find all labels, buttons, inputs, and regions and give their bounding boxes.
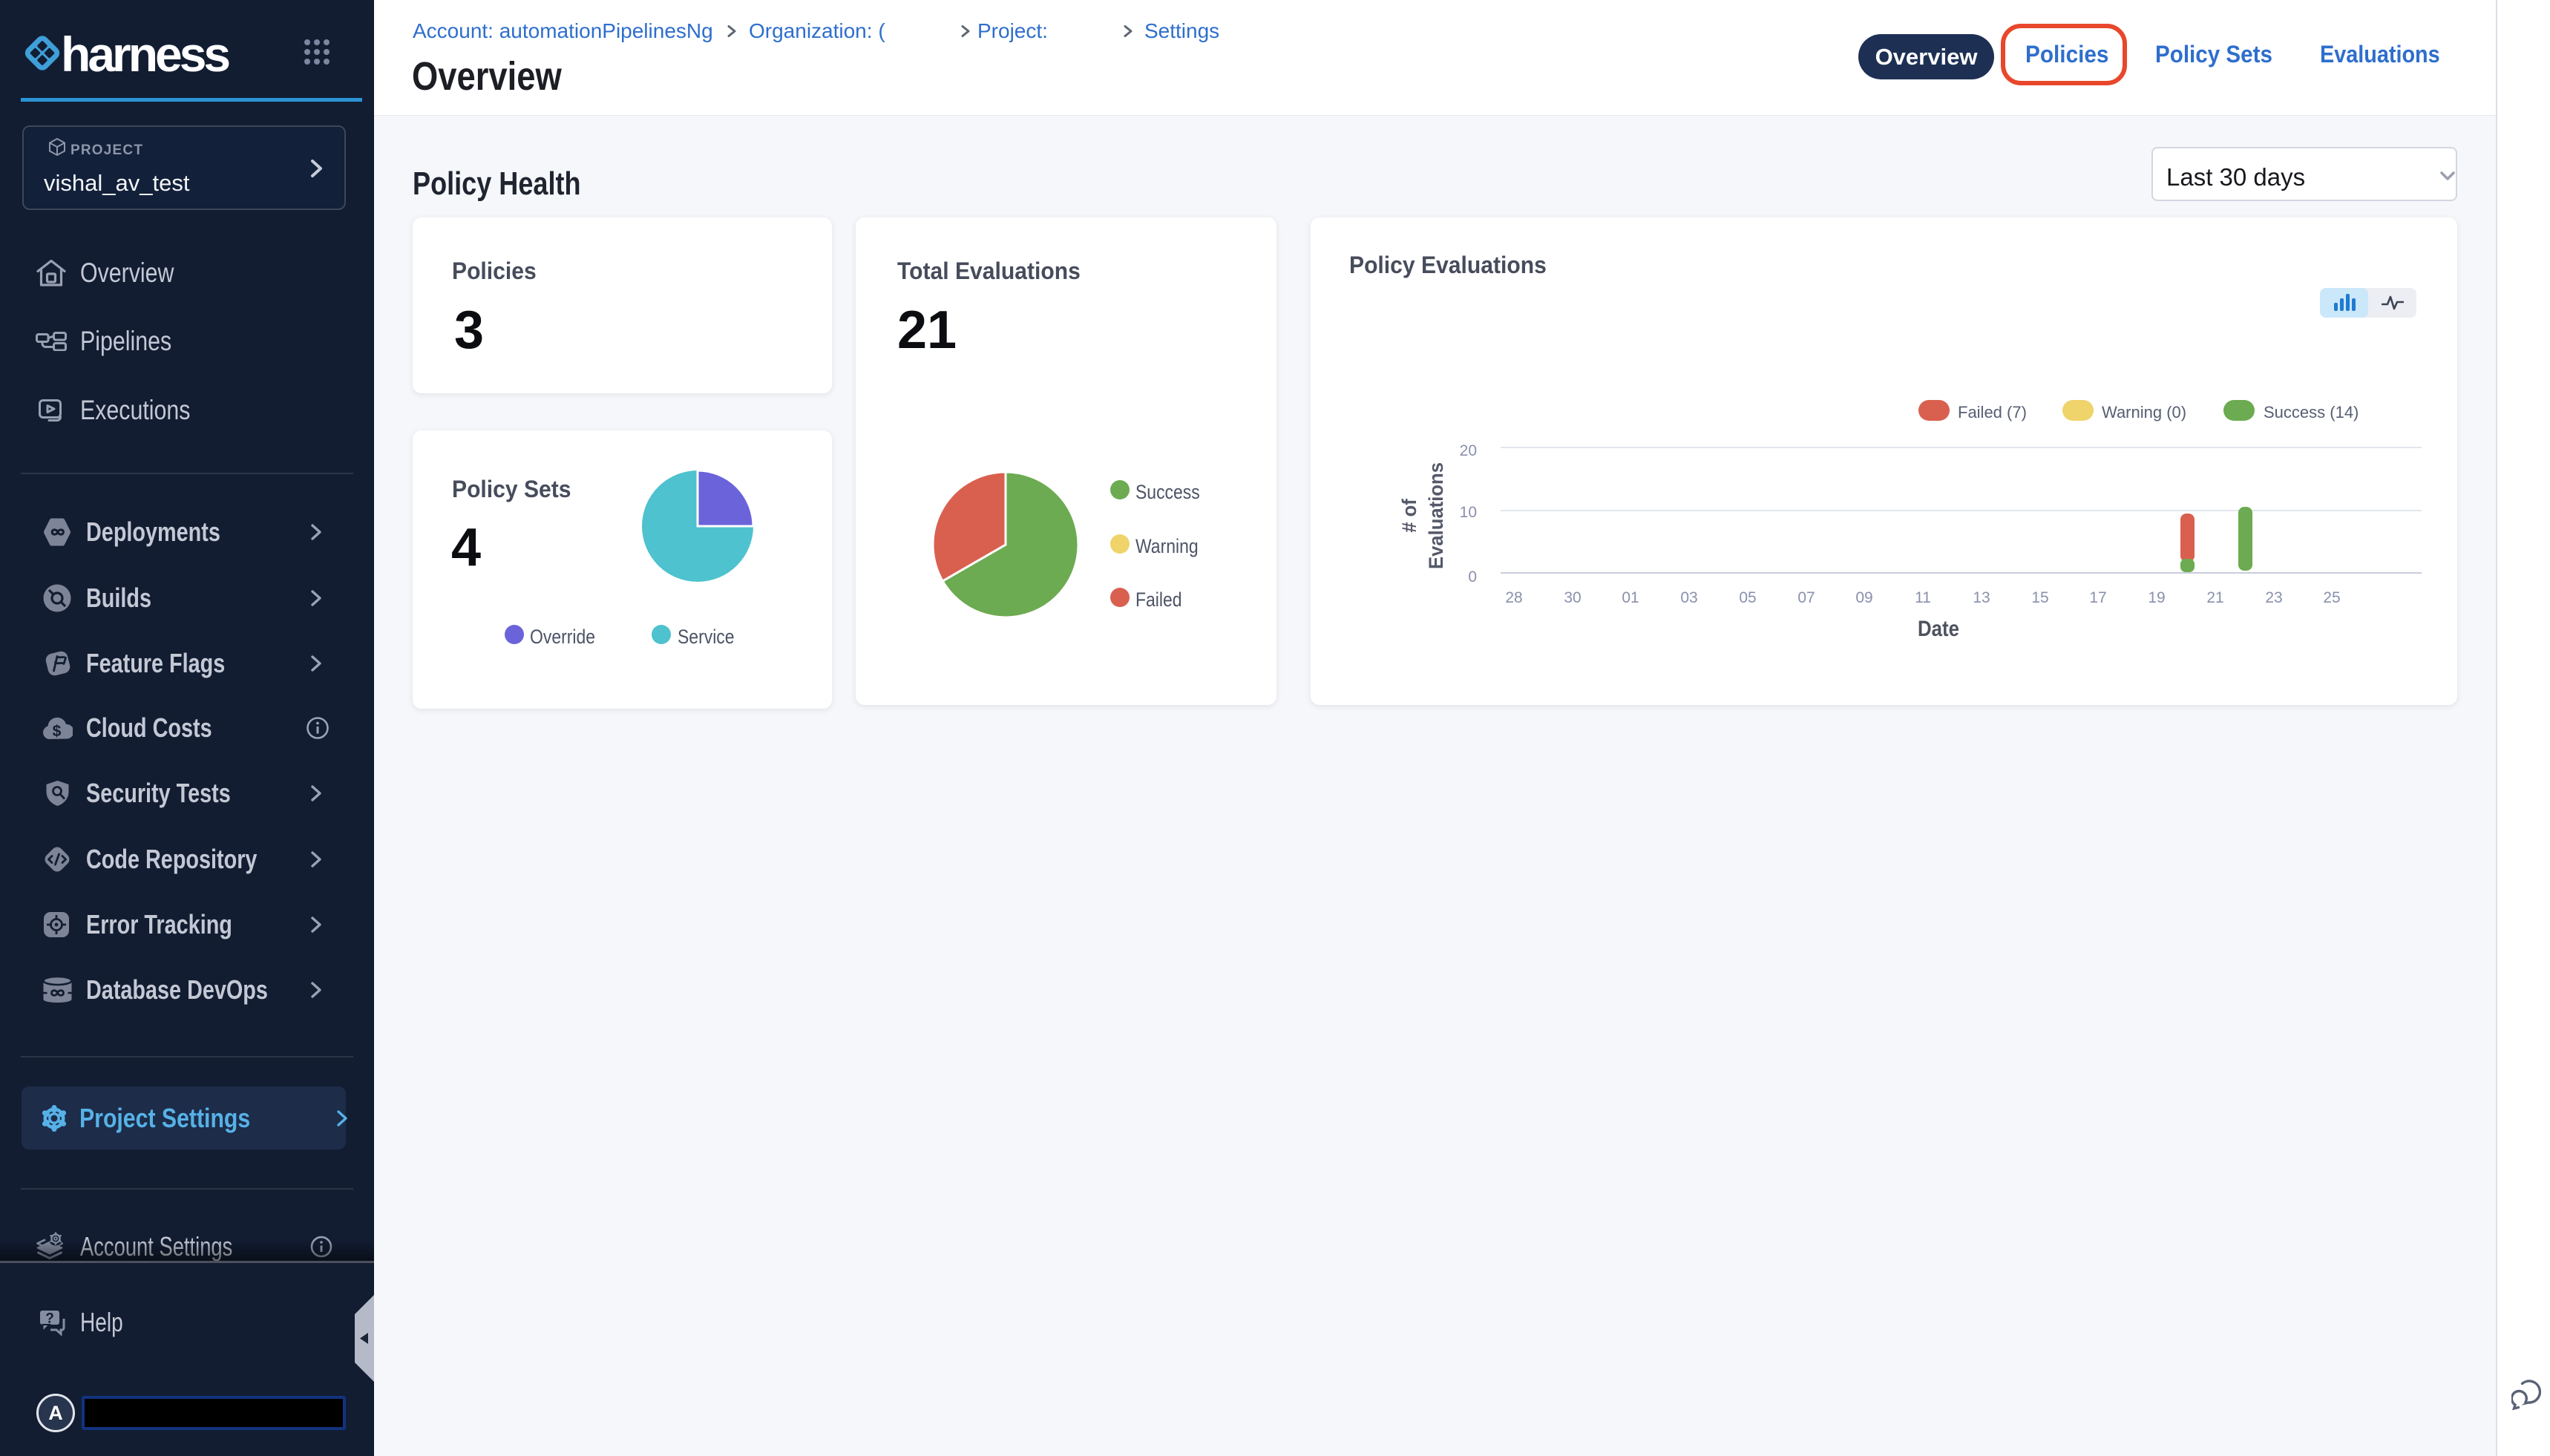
svg-text:Date: Date <box>1918 616 1959 640</box>
svg-text:05: 05 <box>1739 589 1756 606</box>
svg-text:17: 17 <box>2089 589 2106 606</box>
svg-text:21: 21 <box>2206 589 2223 606</box>
svg-text:30: 30 <box>1564 589 1581 606</box>
svg-text:20: 20 <box>1460 442 1477 459</box>
svg-text:15: 15 <box>2031 589 2048 606</box>
svg-text:# of: # of <box>1397 499 1420 533</box>
svg-text:0: 0 <box>1468 568 1477 586</box>
svg-text:01: 01 <box>1622 589 1639 606</box>
svg-text:10: 10 <box>1460 504 1477 521</box>
svg-text:19: 19 <box>2148 589 2165 606</box>
svg-text:23: 23 <box>2265 589 2282 606</box>
svg-text:07: 07 <box>1797 589 1815 606</box>
svg-text:13: 13 <box>1973 589 1990 606</box>
svg-text:28: 28 <box>1505 589 1522 606</box>
svg-text:03: 03 <box>1680 589 1697 606</box>
svg-text:11: 11 <box>1915 589 1931 606</box>
svg-text:25: 25 <box>2323 589 2340 606</box>
svg-text:?: ? <box>45 1311 54 1327</box>
svg-text:$: $ <box>53 723 62 740</box>
svg-text:09: 09 <box>1855 589 1872 606</box>
svg-text:Evaluations: Evaluations <box>1424 462 1447 569</box>
